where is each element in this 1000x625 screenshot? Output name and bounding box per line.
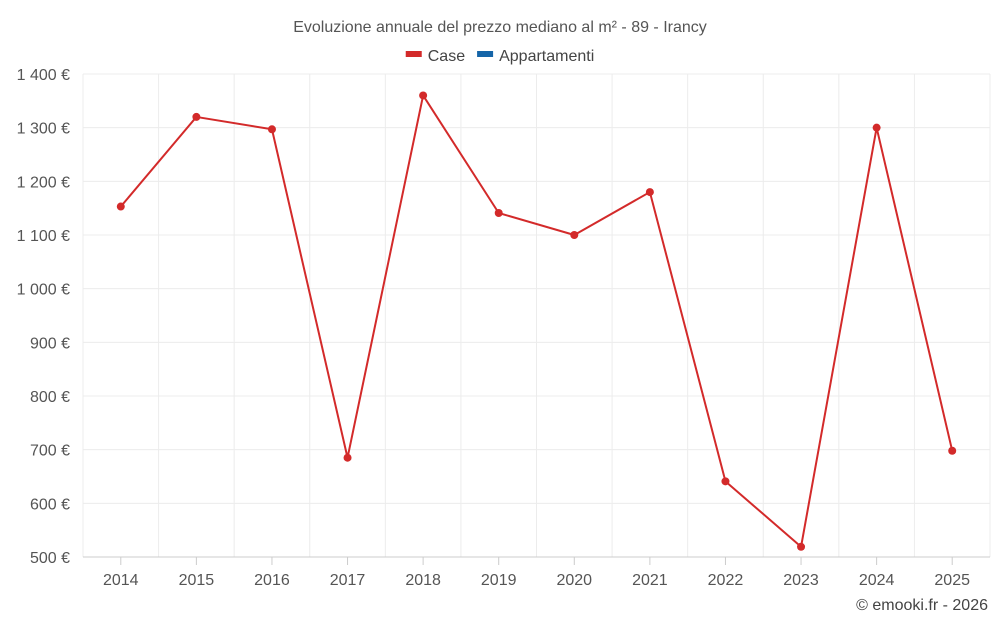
series-layer xyxy=(116,91,957,551)
y-tick-label: 1 000 € xyxy=(17,282,70,299)
data-point[interactable] xyxy=(494,208,503,217)
legend: Case Appartamenti xyxy=(405,48,594,65)
y-tick-label: 800 € xyxy=(30,389,70,406)
y-tick-label: 700 € xyxy=(30,443,70,460)
data-point[interactable] xyxy=(645,188,654,197)
data-point[interactable] xyxy=(948,446,957,455)
data-point[interactable] xyxy=(570,231,579,239)
y-tick-label: 1 300 € xyxy=(17,121,70,138)
axes: 500 € 600 € 700 € 800 € 900 € 1 000 € 1 100 € 1… xyxy=(17,67,990,589)
x-tick-label: 2014 xyxy=(103,572,139,589)
y-tick-label: 1 100 € xyxy=(17,228,70,245)
y-tick-label: 1 200 € xyxy=(17,174,70,191)
x-tick-label: 2024 xyxy=(859,572,895,589)
credit-text: © emooki.fr - 2026 xyxy=(856,597,988,614)
data-point[interactable] xyxy=(116,202,125,211)
chart-title: Evoluzione annuale del prezzo mediano al… xyxy=(293,19,707,36)
x-tick-label: 2025 xyxy=(934,572,970,589)
x-tick-label: 2016 xyxy=(254,572,290,589)
data-point[interactable] xyxy=(343,453,352,462)
x-tick-label: 2017 xyxy=(330,572,366,589)
legend-label-appartamenti[interactable]: Appartamenti xyxy=(499,48,594,65)
data-point[interactable] xyxy=(872,123,881,132)
x-tick-label: 2021 xyxy=(632,572,668,589)
x-tick-label: 2018 xyxy=(405,572,441,589)
data-point[interactable] xyxy=(192,112,201,121)
legend-label-case[interactable]: Case xyxy=(428,48,465,65)
y-tick-label: 1 400 € xyxy=(17,67,70,84)
data-point[interactable] xyxy=(267,125,276,134)
y-tick-label: 500 € xyxy=(30,550,70,567)
legend-swatch-case[interactable] xyxy=(405,51,422,57)
data-point[interactable] xyxy=(721,477,730,486)
x-tick-label: 2015 xyxy=(179,572,215,589)
legend-swatch-appartamenti[interactable] xyxy=(477,51,494,57)
data-point[interactable] xyxy=(419,91,428,100)
series-line-case xyxy=(120,94,954,548)
y-tick-label: 900 € xyxy=(30,335,70,352)
x-tick-label: 2020 xyxy=(556,572,592,589)
data-point[interactable] xyxy=(797,542,806,551)
y-tick-label: 600 € xyxy=(30,496,70,513)
x-tick-label: 2023 xyxy=(783,572,819,589)
grid xyxy=(82,73,991,557)
x-tick-label: 2022 xyxy=(708,572,744,589)
x-tick-label: 2019 xyxy=(481,572,517,589)
